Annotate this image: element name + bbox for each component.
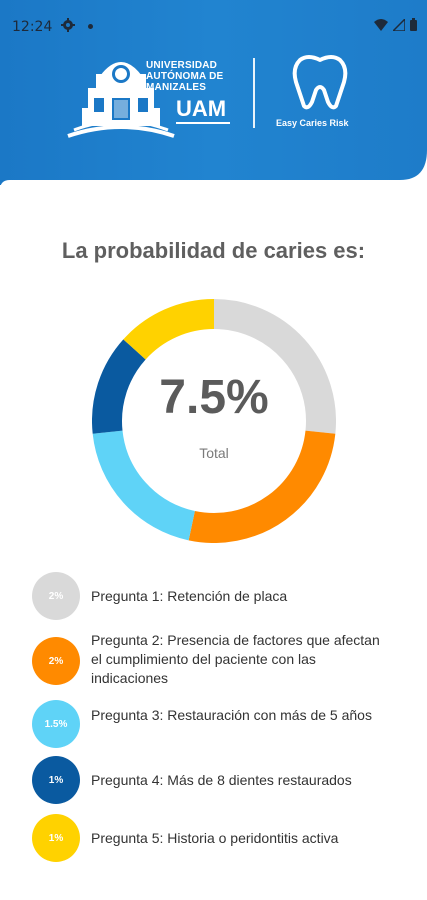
university-abbr: UAM bbox=[176, 96, 227, 121]
card-curve bbox=[0, 150, 427, 190]
status-time: 12:24 bbox=[12, 19, 53, 35]
signal-icon bbox=[391, 16, 406, 35]
legend-text: Pregunta 1: Retención de placa bbox=[91, 588, 288, 604]
legend-item: 1% Pregunta 5: Historia o peridontitis a… bbox=[32, 814, 412, 862]
logo-area: UNIVERSIDAD AUTÓNOMA DE MANIZALES UAM Ea… bbox=[0, 40, 427, 140]
legend-item: 1.5% Pregunta 3: Restauración con más de… bbox=[32, 700, 412, 748]
probability-donut-chart bbox=[92, 299, 336, 543]
donut-slice bbox=[123, 299, 215, 360]
donut-slice bbox=[92, 339, 146, 434]
gear-icon bbox=[60, 17, 76, 37]
legend-badge: 2% bbox=[32, 572, 80, 620]
university-name-line: UNIVERSIDAD bbox=[146, 60, 218, 71]
tooth-logo-icon bbox=[290, 52, 350, 116]
university-name: UNIVERSIDAD AUTÓNOMA DE MANIZALES bbox=[146, 60, 223, 93]
legend-text: Pregunta 2: Presencia de factores que af… bbox=[91, 632, 380, 686]
university-building-logo-icon bbox=[66, 48, 176, 144]
university-name-line: MANIZALES bbox=[146, 82, 207, 93]
legend-item: 2% Pregunta 2: Presencia de factores que… bbox=[32, 632, 412, 690]
legend-badge: 2% bbox=[32, 637, 80, 685]
status-bar: 12:24 bbox=[0, 0, 427, 52]
legend-item: 2% Pregunta 1: Retención de placa bbox=[32, 572, 412, 620]
donut-slice bbox=[92, 430, 196, 541]
university-name-line: AUTÓNOMA DE bbox=[146, 71, 224, 82]
legend-badge: 1% bbox=[32, 756, 80, 804]
donut-slice bbox=[188, 430, 336, 543]
legend-badge: 1.5% bbox=[32, 700, 80, 748]
logo-divider bbox=[253, 58, 255, 128]
header-banner bbox=[0, 0, 427, 185]
battery-icon bbox=[410, 18, 417, 35]
legend-text: Pregunta 3: Restauración con más de 5 añ… bbox=[91, 707, 372, 723]
donut-slice bbox=[213, 299, 336, 434]
app-name: Easy Caries Risk bbox=[276, 118, 349, 128]
wifi-icon bbox=[374, 18, 388, 35]
legend-badge: 1% bbox=[32, 814, 80, 862]
page-title: La probabilidad de caries es: bbox=[61, 238, 366, 263]
logo-underline bbox=[176, 122, 230, 124]
legend-text: Pregunta 4: Más de 8 dientes restaurados bbox=[91, 772, 352, 788]
notification-dot-icon bbox=[88, 24, 93, 29]
legend-item: 1% Pregunta 4: Más de 8 dientes restaura… bbox=[32, 756, 412, 804]
total-label: Total bbox=[199, 445, 229, 461]
total-probability-value: 7.5% bbox=[159, 371, 269, 424]
legend-text: Pregunta 5: Historia o peridontitis acti… bbox=[91, 830, 339, 846]
